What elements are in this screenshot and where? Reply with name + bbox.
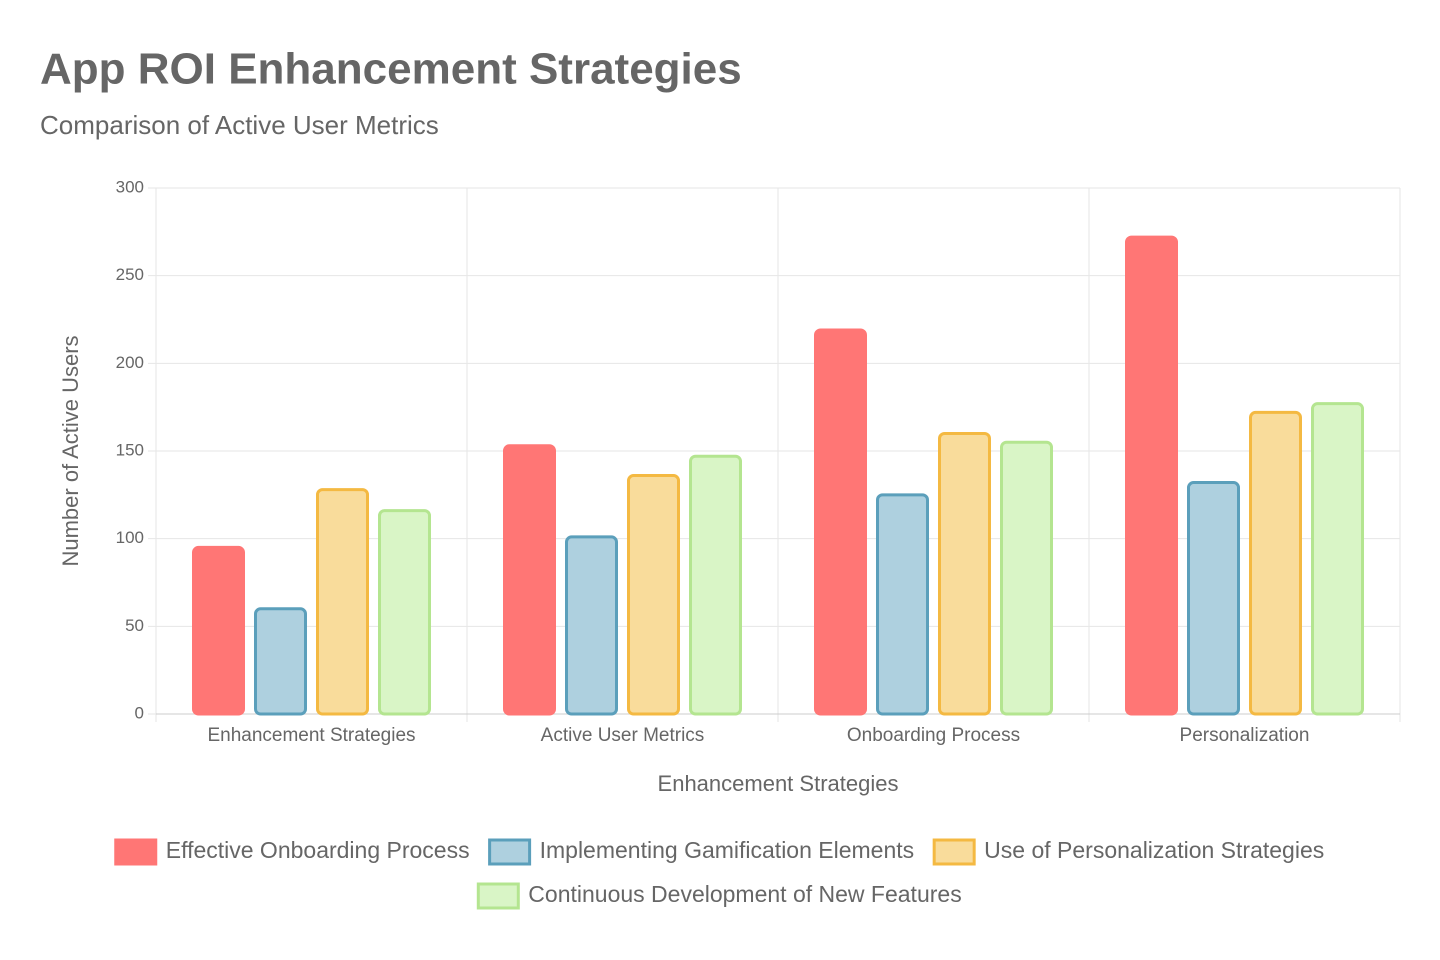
x-axis-title: Enhancement Strategies [658, 771, 899, 796]
bar [192, 545, 245, 716]
legend-swatch [932, 838, 976, 866]
chart-subtitle: Comparison of Active User Metrics [40, 110, 439, 140]
x-tick-label: Active User Metrics [541, 725, 705, 746]
legend-label: Continuous Development of New Features [528, 881, 961, 907]
y-tick-label: 150 [116, 440, 144, 459]
y-tick-label: 200 [116, 353, 144, 372]
bar [1187, 481, 1240, 716]
bar [565, 535, 618, 716]
y-tick-label: 50 [125, 616, 144, 635]
bar [1249, 410, 1302, 716]
x-tick-label: Enhancement Strategies [207, 725, 415, 746]
bar [938, 431, 991, 716]
legend-label: Effective Onboarding Process [166, 837, 470, 863]
bar [316, 488, 369, 716]
x-tick-label: Personalization [1180, 725, 1310, 746]
legend-label: Use of Personalization Strategies [984, 837, 1324, 863]
y-tick-label: 0 [135, 703, 144, 722]
bar [627, 474, 680, 716]
bar [814, 328, 867, 716]
legend-swatch [488, 838, 532, 866]
bar [1000, 440, 1053, 716]
bar [689, 454, 742, 716]
y-tick-label: 250 [116, 265, 144, 284]
bar [1311, 402, 1364, 716]
legend-label: Implementing Gamification Elements [540, 837, 915, 863]
y-tick-label: 300 [116, 177, 144, 196]
bar [254, 607, 307, 716]
bar [876, 493, 929, 716]
legend-swatch [476, 882, 520, 910]
y-tick-label: 100 [116, 528, 144, 547]
bar [378, 509, 431, 716]
legend-swatch [114, 838, 158, 866]
x-tick-label: Onboarding Process [847, 725, 1020, 746]
bar [503, 444, 556, 716]
chart-title: App ROI Enhancement Strategies [40, 45, 742, 94]
bar [1125, 235, 1178, 716]
y-axis-title: Number of Active Users [58, 335, 83, 566]
